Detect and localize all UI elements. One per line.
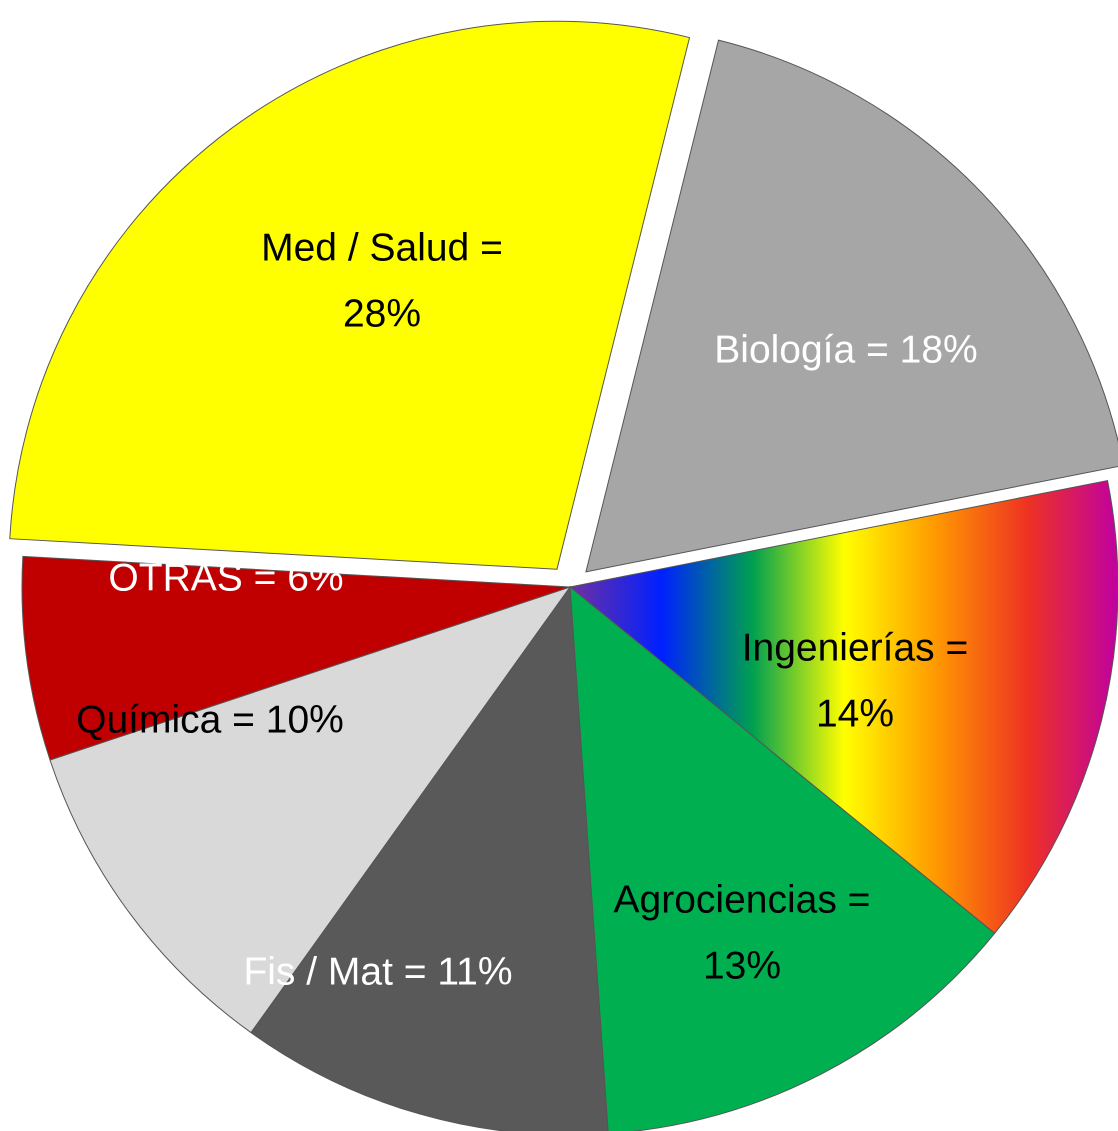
pie-slice [21,555,571,761]
slice-label: Agrociencias = [614,878,871,921]
pie-slice [569,585,996,1131]
slice-label: Biología = 18% [714,328,977,371]
pie-slice [568,479,1118,935]
slice-label: 14% [816,692,894,735]
slice-label: 13% [703,944,781,987]
slice-label: OTRAS = 6% [108,556,343,599]
pie-slice [9,20,691,570]
slice-label: Ingenierías = [742,626,969,669]
pie-slice [585,39,1118,573]
pie-slice [250,585,609,1131]
slice-label: Fis / Mat = 11% [243,950,512,993]
pie-slice [49,586,572,1034]
slice-label: Química = 10% [76,698,344,741]
slice-label: 28% [343,292,421,335]
slice-label: Med / Salud = [261,226,503,269]
